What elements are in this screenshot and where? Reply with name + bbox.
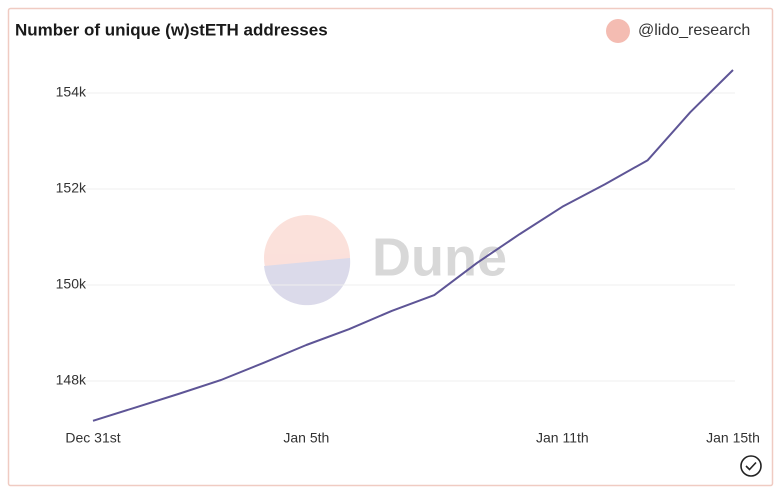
y-tick-label: 148k [56,372,87,388]
author-avatar [606,19,630,43]
y-tick-label: 150k [56,276,87,292]
author-name[interactable]: @lido_research [638,22,750,39]
x-tick-label: Dec 31st [65,430,120,446]
watermark-logo [264,215,351,306]
check-icon[interactable] [740,455,762,477]
line-series [92,69,734,422]
y-tick-label: 152k [56,180,87,196]
chart-title: Number of unique (w)stETH addresses [15,20,328,39]
card-border [7,7,774,487]
x-tick-label: Jan 5th [283,430,329,446]
x-tick-label: Jan 11th [536,430,589,446]
y-tick-label: 154k [56,84,87,100]
x-tick-label: Jan 15th [706,430,760,446]
